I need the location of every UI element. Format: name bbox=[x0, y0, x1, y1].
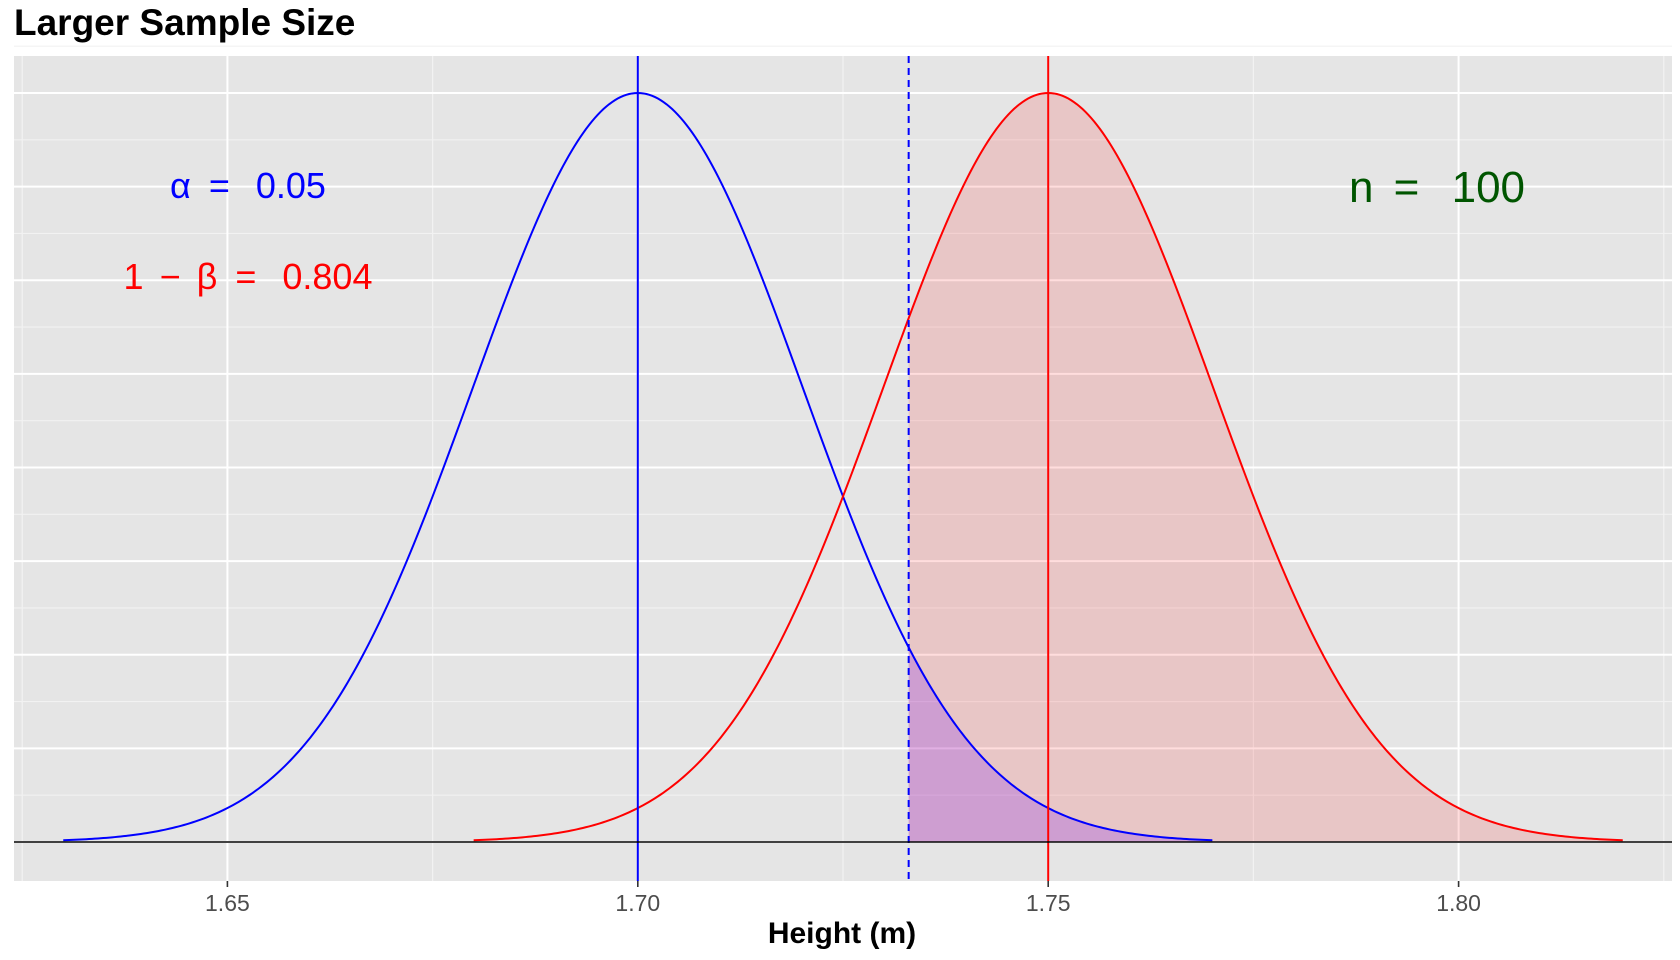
alpha-equals: = bbox=[209, 165, 230, 206]
power-annotation: 1 − β = 0.804 bbox=[124, 256, 373, 297]
alpha-value: 0.05 bbox=[256, 165, 326, 206]
x-tick-label: 1.70 bbox=[615, 890, 660, 916]
reference-lines bbox=[636, 56, 1050, 881]
n-value: 100 bbox=[1452, 163, 1525, 212]
power-equals: = bbox=[235, 256, 256, 297]
x-axis-ticks: 1.65 1.70 1.75 1.80 bbox=[205, 881, 1481, 916]
alpha-annotation: α = 0.05 bbox=[170, 165, 326, 206]
shaded-regions bbox=[908, 93, 1623, 842]
x-tick-label: 1.80 bbox=[1436, 890, 1481, 916]
x-axis-label: Height (m) bbox=[768, 917, 916, 950]
alpha-symbol: α bbox=[170, 165, 191, 206]
x-tick-label: 1.75 bbox=[1026, 890, 1071, 916]
x-tick-label: 1.65 bbox=[205, 890, 250, 916]
minor-gridlines bbox=[14, 45, 1672, 881]
n-equals: = bbox=[1394, 163, 1420, 212]
chart-title: Larger Sample Size bbox=[14, 2, 356, 43]
n-symbol: n bbox=[1349, 163, 1373, 212]
n-annotation: n = 100 bbox=[1349, 163, 1525, 212]
shaded-region-2 bbox=[908, 647, 1213, 842]
shaded-region-1 bbox=[908, 93, 1623, 842]
power-beta-symbol: β bbox=[197, 256, 218, 297]
power-value: 0.804 bbox=[282, 256, 372, 297]
power-one: 1 bbox=[124, 256, 144, 297]
power-minus: − bbox=[160, 256, 181, 297]
